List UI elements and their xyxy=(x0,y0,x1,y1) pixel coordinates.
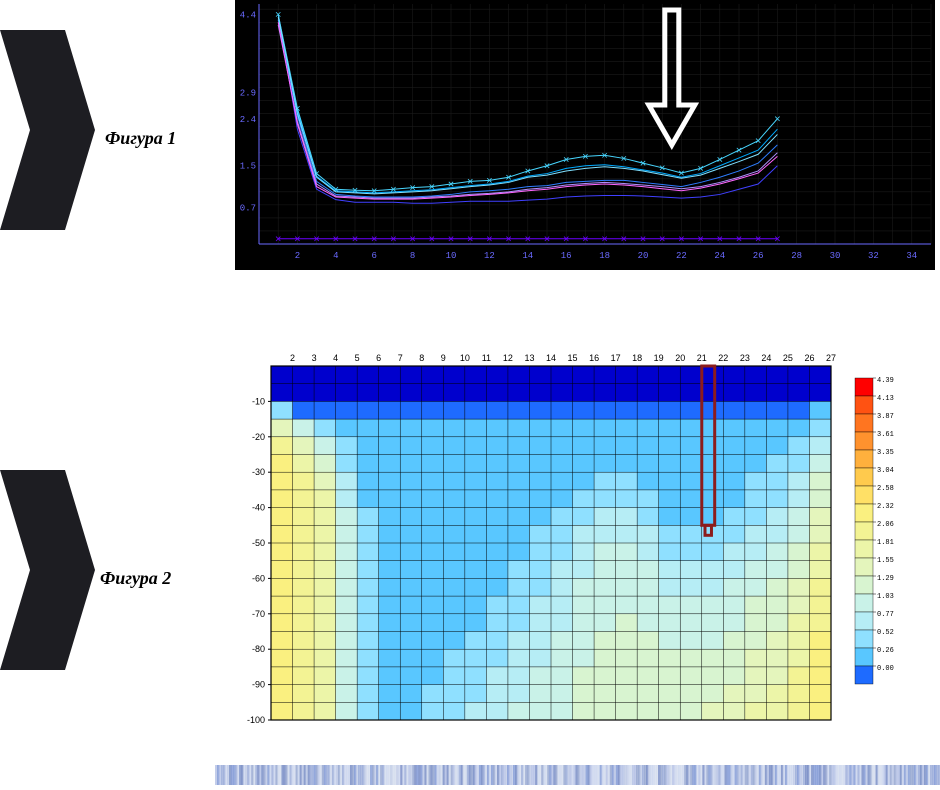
svg-text:1.5: 1.5 xyxy=(240,162,256,172)
noise-strip-decor xyxy=(215,765,940,785)
svg-text:-40: -40 xyxy=(252,503,265,513)
svg-text:34: 34 xyxy=(906,251,917,261)
svg-text:-90: -90 xyxy=(252,680,265,690)
svg-text:26: 26 xyxy=(804,353,814,363)
svg-text:14: 14 xyxy=(546,353,556,363)
svg-text:32: 32 xyxy=(868,251,879,261)
svg-text:10: 10 xyxy=(446,251,457,261)
svg-text:-10: -10 xyxy=(252,396,265,406)
svg-text:20: 20 xyxy=(675,353,685,363)
svg-text:-80: -80 xyxy=(252,644,265,654)
svg-text:8: 8 xyxy=(419,353,424,363)
svg-text:2.4: 2.4 xyxy=(240,115,256,125)
svg-text:3.04: 3.04 xyxy=(877,467,894,475)
svg-text:1.29: 1.29 xyxy=(877,575,894,583)
chart-2-heatmap: 2345678910111213141516171819202122232425… xyxy=(215,348,940,743)
svg-text:3.35: 3.35 xyxy=(877,449,894,457)
svg-text:-60: -60 xyxy=(252,573,265,583)
svg-text:4: 4 xyxy=(333,353,338,363)
svg-text:16: 16 xyxy=(589,353,599,363)
page: Фигура 1 Фигура 2 2468101214161820222426… xyxy=(0,0,940,788)
svg-text:25: 25 xyxy=(783,353,793,363)
svg-text:-30: -30 xyxy=(252,467,265,477)
chevron-decor-1 xyxy=(0,30,95,230)
svg-text:21: 21 xyxy=(697,353,707,363)
svg-text:28: 28 xyxy=(791,251,802,261)
svg-text:19: 19 xyxy=(654,353,664,363)
svg-text:22: 22 xyxy=(676,251,687,261)
svg-text:0.7: 0.7 xyxy=(240,203,256,213)
svg-text:0.52: 0.52 xyxy=(877,629,894,637)
svg-text:17: 17 xyxy=(611,353,621,363)
svg-text:23: 23 xyxy=(740,353,750,363)
chevron-decor-2 xyxy=(0,470,95,670)
svg-text:11: 11 xyxy=(482,353,491,363)
svg-text:4.4: 4.4 xyxy=(240,10,256,20)
svg-text:0.77: 0.77 xyxy=(877,611,894,619)
svg-text:30: 30 xyxy=(830,251,841,261)
svg-text:0.00: 0.00 xyxy=(877,665,894,673)
svg-text:2.9: 2.9 xyxy=(240,89,256,99)
svg-text:22: 22 xyxy=(718,353,728,363)
svg-text:9: 9 xyxy=(441,353,446,363)
svg-text:12: 12 xyxy=(503,353,513,363)
svg-text:2: 2 xyxy=(295,251,300,261)
svg-text:-70: -70 xyxy=(252,609,265,619)
figure2-label: Фигура 2 xyxy=(100,568,171,589)
svg-text:16: 16 xyxy=(561,251,572,261)
svg-text:-50: -50 xyxy=(252,538,265,548)
svg-text:20: 20 xyxy=(638,251,649,261)
svg-text:2.06: 2.06 xyxy=(877,521,894,529)
svg-text:6: 6 xyxy=(371,251,376,261)
svg-text:2.58: 2.58 xyxy=(877,485,894,493)
svg-text:4.13: 4.13 xyxy=(877,395,894,403)
figure1-label: Фигура 1 xyxy=(105,128,176,149)
svg-text:1.81: 1.81 xyxy=(877,539,894,547)
svg-text:1.03: 1.03 xyxy=(877,593,894,601)
svg-text:15: 15 xyxy=(568,353,578,363)
svg-text:18: 18 xyxy=(632,353,642,363)
svg-text:4.39: 4.39 xyxy=(877,377,894,385)
svg-text:13: 13 xyxy=(524,353,534,363)
svg-text:1.55: 1.55 xyxy=(877,557,894,565)
svg-text:18: 18 xyxy=(599,251,610,261)
svg-text:3.87: 3.87 xyxy=(877,413,894,421)
svg-text:26: 26 xyxy=(753,251,764,261)
svg-text:3: 3 xyxy=(312,353,317,363)
svg-text:0.26: 0.26 xyxy=(877,647,894,655)
svg-text:12: 12 xyxy=(484,251,495,261)
svg-text:14: 14 xyxy=(522,251,533,261)
svg-text:8: 8 xyxy=(410,251,415,261)
svg-text:27: 27 xyxy=(826,353,836,363)
svg-text:4: 4 xyxy=(333,251,338,261)
svg-text:-100: -100 xyxy=(247,715,265,725)
svg-text:5: 5 xyxy=(355,353,360,363)
svg-text:2.32: 2.32 xyxy=(877,503,894,511)
svg-text:10: 10 xyxy=(460,353,470,363)
svg-text:6: 6 xyxy=(376,353,381,363)
svg-text:24: 24 xyxy=(761,353,771,363)
svg-text:24: 24 xyxy=(714,251,725,261)
chart-1-line: 2468101214161820222426283032340.71.52.42… xyxy=(235,0,935,270)
svg-text:3.61: 3.61 xyxy=(877,431,894,439)
svg-text:7: 7 xyxy=(398,353,403,363)
svg-text:2: 2 xyxy=(290,353,295,363)
svg-text:-20: -20 xyxy=(252,432,265,442)
